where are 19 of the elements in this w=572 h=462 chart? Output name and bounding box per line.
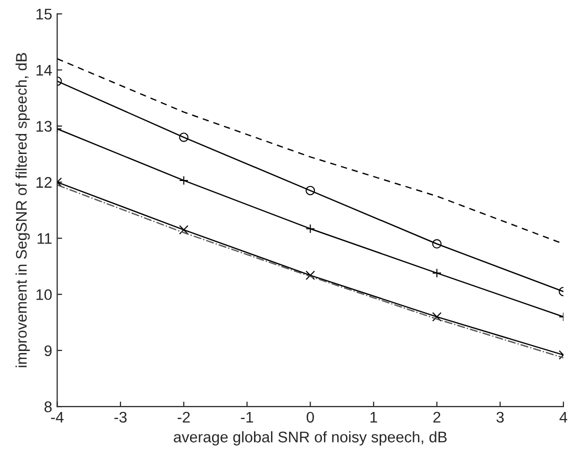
y-tick-label: 8 [44, 401, 52, 412]
y-tick-label: 11 [38, 233, 52, 244]
y-axis-title: improvement in SegSNR of filtered speech, dB [16, 53, 30, 368]
y-tick-label: 12 [36, 177, 52, 188]
x-tick-label: 3 [496, 412, 504, 423]
x-tick-label: -3 [114, 412, 127, 423]
y-tick-label: 13 [36, 120, 52, 132]
x-tick-label: -2 [178, 412, 190, 422]
x-axis-title: average global SNR of noisy speech, dB [174, 431, 447, 446]
x-tick-label: 2 [433, 412, 440, 422]
x-tick-label: -1 [240, 412, 254, 422]
x-tick-label: 1 [370, 412, 378, 422]
x-tick-label: 0 [306, 412, 314, 423]
y-tick-label: 10 [36, 289, 52, 300]
y-tick-label: 9 [44, 345, 52, 356]
x-tick-label: -4 [51, 412, 64, 422]
y-tick-label: 15 [36, 8, 52, 20]
x-tick-label: 4 [560, 412, 568, 422]
y-tick-label: 14 [36, 64, 52, 76]
